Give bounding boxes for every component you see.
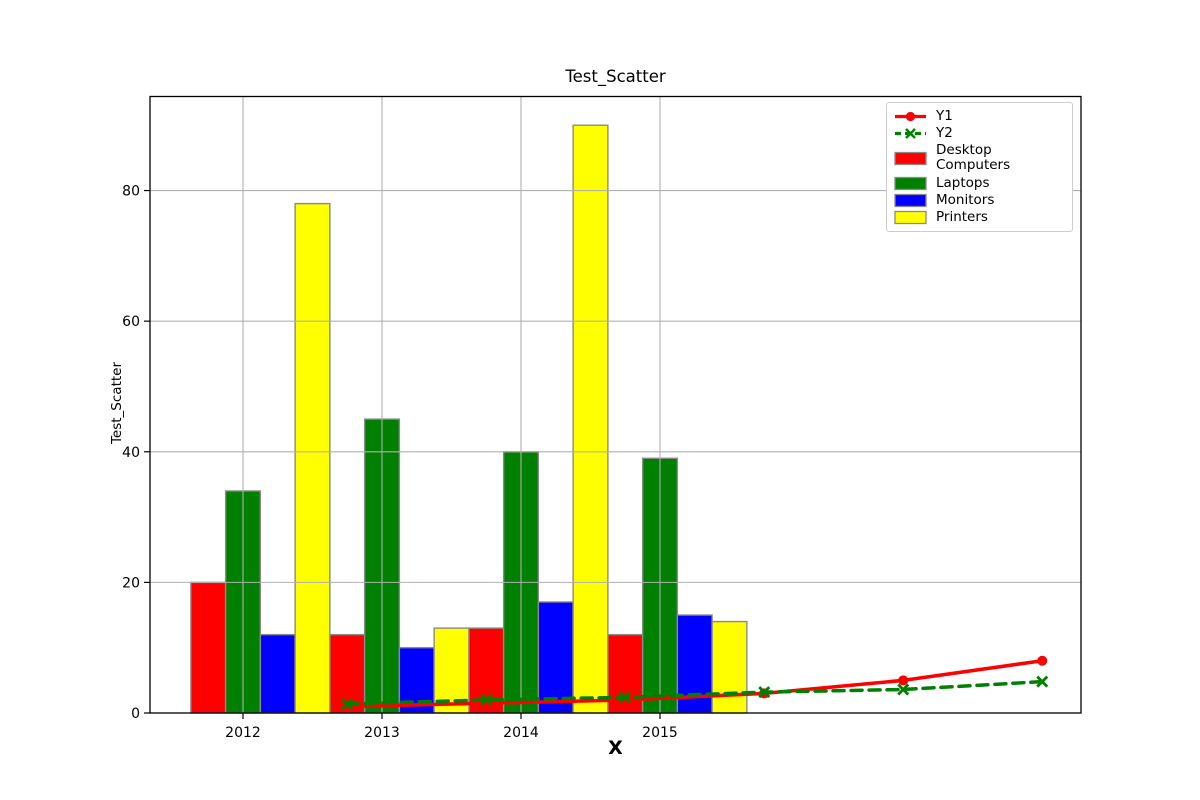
legend-item: Y1 bbox=[894, 109, 1065, 124]
legend-item: Monitors bbox=[894, 191, 1065, 208]
legend-sample-line bbox=[895, 128, 926, 140]
legend-sample-line bbox=[895, 111, 926, 122]
x-axis-label: X bbox=[608, 737, 623, 759]
legend-swatch bbox=[894, 151, 927, 166]
bar bbox=[329, 633, 366, 714]
legend-marker-circle bbox=[905, 111, 916, 122]
x-tick-label: 2015 bbox=[642, 725, 678, 741]
marker-x bbox=[619, 691, 632, 704]
y-tick-label: 0 bbox=[131, 706, 140, 722]
y-tick-label: 40 bbox=[122, 445, 140, 461]
y-tick-label: 20 bbox=[122, 575, 140, 591]
legend-label: Printers bbox=[936, 208, 988, 225]
legend-item: Desktop Computers bbox=[894, 143, 1065, 173]
legend-item: Y2 bbox=[894, 126, 1065, 141]
legend-item: Printers bbox=[894, 208, 1065, 225]
x-tick-label: 2014 bbox=[503, 725, 539, 741]
x-tick-label: 2012 bbox=[225, 725, 261, 741]
line-y2 bbox=[345, 679, 1044, 706]
y-axis-label: Test_Scatter bbox=[109, 361, 125, 445]
bar bbox=[190, 581, 227, 714]
legend-label: Y1 bbox=[936, 108, 953, 125]
legend-swatch bbox=[894, 176, 927, 190]
marker-circle bbox=[1037, 655, 1048, 666]
legend-sample-swatch bbox=[894, 176, 927, 190]
legend-marker-x bbox=[905, 128, 916, 140]
axes-frame bbox=[149, 95, 1082, 714]
legend-label: Y2 bbox=[936, 125, 953, 142]
line-y1 bbox=[345, 659, 1044, 709]
marker-x bbox=[758, 686, 771, 699]
x-tick-label: 2013 bbox=[364, 725, 400, 741]
y-tick-label: 80 bbox=[122, 184, 140, 200]
bar bbox=[572, 124, 609, 714]
legend-label: Monitors bbox=[936, 191, 995, 208]
marker-x bbox=[1036, 675, 1049, 688]
legend-label: Desktop Computers bbox=[936, 142, 1011, 174]
legend-item: Laptops bbox=[894, 174, 1065, 191]
bar bbox=[711, 620, 748, 714]
bar bbox=[537, 601, 574, 714]
bar bbox=[259, 633, 296, 714]
legend-sample-swatch bbox=[894, 193, 927, 207]
marker-circle bbox=[898, 675, 909, 686]
y-tick-label: 60 bbox=[122, 314, 140, 330]
chart-title: Test_Scatter bbox=[565, 67, 666, 86]
legend-label: Laptops bbox=[936, 174, 990, 191]
marker-x bbox=[480, 693, 493, 706]
legend-swatch bbox=[894, 193, 927, 207]
legend-sample-swatch bbox=[894, 151, 927, 166]
marker-x bbox=[897, 683, 910, 696]
legend: Y1 Y2 Desktop Computers Laptops Monitors Prin… bbox=[886, 102, 1073, 232]
marker-x bbox=[341, 697, 354, 710]
bar bbox=[294, 202, 331, 714]
legend-swatch bbox=[894, 210, 927, 225]
legend-sample-swatch bbox=[894, 210, 927, 225]
